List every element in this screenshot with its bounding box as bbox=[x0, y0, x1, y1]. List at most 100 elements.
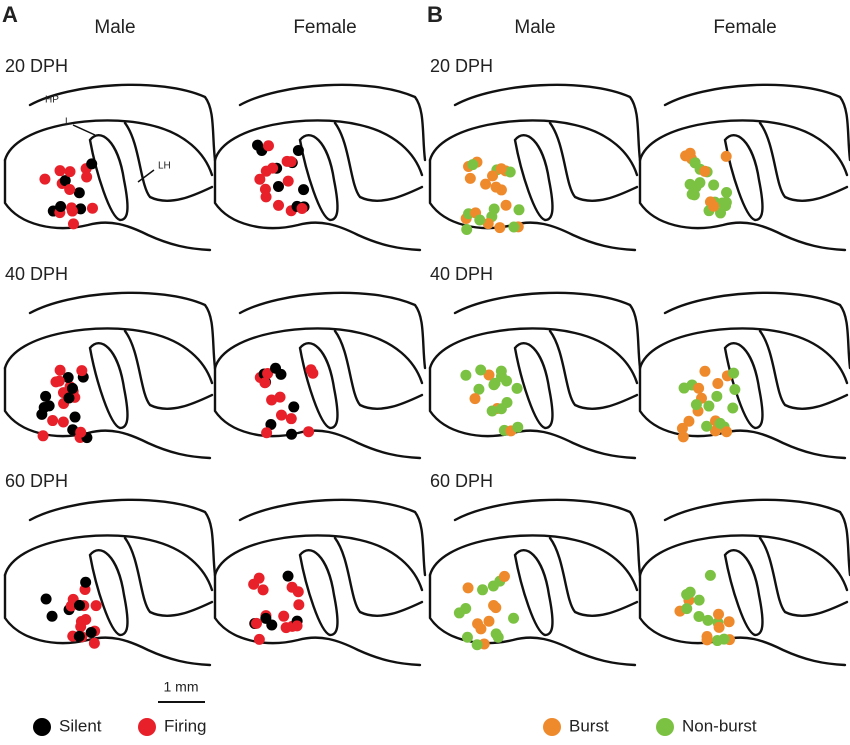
brain-outline bbox=[213, 498, 427, 667]
neuron-dot bbox=[62, 371, 74, 383]
neuron-dot bbox=[477, 584, 489, 596]
neuron-dot bbox=[65, 600, 77, 612]
legend-swatch bbox=[543, 718, 561, 736]
neuron-dot bbox=[73, 187, 85, 199]
neuron-dot bbox=[292, 144, 304, 156]
legend-label: Firing bbox=[164, 716, 207, 735]
neuron-dot bbox=[46, 610, 58, 622]
neuron-dot bbox=[504, 166, 516, 178]
neuron-dot bbox=[480, 178, 492, 190]
brain-outline bbox=[638, 83, 850, 252]
neuron-dot bbox=[500, 199, 512, 211]
neuron-dot bbox=[453, 607, 465, 619]
neuron-dot bbox=[53, 375, 65, 387]
neuron-dot bbox=[475, 364, 487, 376]
neuron-dot bbox=[81, 171, 93, 183]
neuron-dot bbox=[275, 409, 287, 421]
neuron-dot bbox=[501, 375, 513, 387]
brain-outline bbox=[428, 498, 642, 667]
neuron-dot bbox=[286, 428, 298, 440]
region-label: L bbox=[65, 117, 71, 128]
neuron-dot bbox=[703, 400, 715, 412]
neuron-dot bbox=[708, 179, 720, 191]
neuron-dot bbox=[683, 415, 695, 427]
neuron-dot bbox=[490, 628, 502, 640]
neuron-dot bbox=[43, 400, 55, 412]
neuron-dot bbox=[469, 393, 481, 405]
legend-swatch bbox=[138, 718, 156, 736]
neuron-dot bbox=[678, 382, 690, 394]
neuron-dot bbox=[69, 411, 81, 423]
neuron-dot bbox=[690, 181, 702, 193]
neuron-dot bbox=[59, 175, 71, 187]
neuron-dot bbox=[273, 199, 285, 211]
column-label: Female bbox=[293, 17, 356, 38]
neuron-dot bbox=[508, 612, 520, 624]
legend-label: Burst bbox=[569, 716, 609, 735]
legend-label: Silent bbox=[59, 716, 102, 735]
row-label: 40 DPH bbox=[430, 264, 493, 284]
panel-letter: B bbox=[427, 2, 443, 27]
neuron-dot bbox=[66, 382, 78, 394]
brain-outline bbox=[213, 291, 427, 460]
neuron-dot bbox=[511, 382, 523, 394]
neuron-dot bbox=[39, 173, 51, 185]
neuron-dot bbox=[693, 382, 705, 394]
neuron-dot bbox=[693, 594, 705, 606]
neuron-dot bbox=[495, 403, 507, 415]
brain-outline bbox=[638, 498, 850, 667]
neuron-dot bbox=[714, 417, 726, 429]
neuron-dot bbox=[728, 367, 740, 379]
neuron-dot bbox=[690, 399, 702, 411]
neuron-dot bbox=[74, 599, 86, 611]
neuron-dot bbox=[699, 365, 711, 377]
neuron-dot bbox=[75, 203, 87, 215]
neuron-dot bbox=[303, 426, 315, 438]
neuron-dot bbox=[693, 610, 705, 622]
neuron-dot bbox=[260, 612, 272, 624]
neuron-dot bbox=[495, 184, 507, 196]
neuron-dot bbox=[473, 383, 485, 395]
neuron-dot bbox=[513, 204, 525, 216]
brain-outline bbox=[3, 83, 217, 252]
neuron-dot bbox=[298, 184, 310, 196]
neuron-dot bbox=[495, 365, 507, 377]
neuron-dot bbox=[702, 614, 714, 626]
neuron-dot bbox=[681, 588, 693, 600]
neuron-dot bbox=[472, 618, 484, 630]
neuron-dot bbox=[54, 364, 66, 376]
neuron-dot bbox=[75, 426, 87, 438]
neuron-dot bbox=[721, 426, 733, 438]
neuron-dot bbox=[508, 221, 520, 233]
neuron-dot bbox=[718, 633, 730, 645]
neuron-dot bbox=[708, 200, 720, 212]
row-label: 60 DPH bbox=[5, 471, 68, 491]
region-label: LH bbox=[158, 161, 171, 172]
neuron-dot bbox=[265, 419, 277, 431]
neuron-dot bbox=[67, 218, 79, 230]
neuron-dot bbox=[254, 173, 266, 185]
neuron-dot bbox=[288, 401, 300, 413]
neuron-dot bbox=[461, 224, 473, 236]
neuron-dot bbox=[680, 150, 692, 162]
column-label: Female bbox=[713, 17, 776, 38]
neuron-dot bbox=[257, 584, 269, 596]
neuron-dot bbox=[292, 586, 304, 598]
neuron-dot bbox=[681, 603, 693, 615]
neuron-dot bbox=[723, 616, 735, 628]
neuron-dot bbox=[474, 214, 486, 226]
neuron-dot bbox=[253, 633, 265, 645]
neuron-dot bbox=[86, 158, 98, 170]
scale-bar-label: 1 mm bbox=[164, 679, 199, 695]
neuron-dot bbox=[266, 394, 278, 406]
neuron-dot bbox=[278, 610, 290, 622]
neuron-dot bbox=[88, 637, 100, 649]
row-label: 60 DPH bbox=[430, 471, 493, 491]
neuron-dot bbox=[261, 427, 273, 439]
neuron-dot bbox=[285, 156, 297, 168]
neuron-dot bbox=[260, 191, 272, 203]
neuron-dot bbox=[54, 165, 66, 177]
neuron-dot bbox=[37, 430, 49, 442]
neuron-dot bbox=[720, 150, 732, 162]
neuron-dot bbox=[729, 384, 741, 396]
